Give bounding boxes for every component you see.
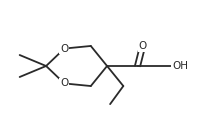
Text: O: O	[60, 44, 69, 54]
Text: O: O	[138, 41, 147, 51]
Text: OH: OH	[172, 61, 188, 71]
Text: O: O	[60, 78, 69, 88]
